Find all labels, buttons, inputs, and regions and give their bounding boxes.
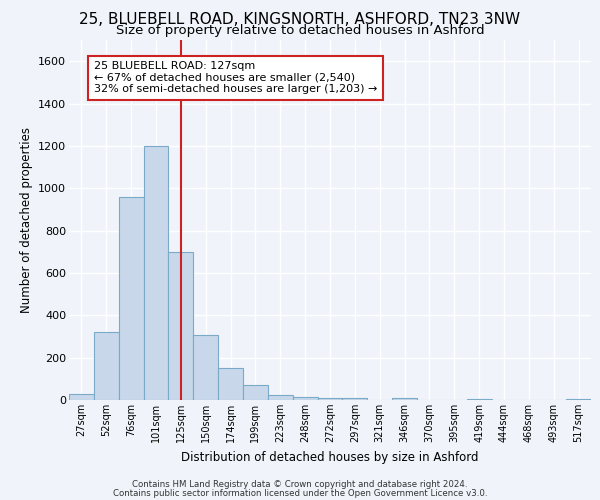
Bar [392,398,417,400]
Bar [94,332,119,400]
Bar [343,398,367,400]
Bar [69,394,94,400]
Bar [317,398,343,400]
Bar [143,146,169,400]
Text: Contains HM Land Registry data © Crown copyright and database right 2024.: Contains HM Land Registry data © Crown c… [132,480,468,489]
Bar [193,336,218,400]
Text: 25 BLUEBELL ROAD: 127sqm
← 67% of detached houses are smaller (2,540)
32% of sem: 25 BLUEBELL ROAD: 127sqm ← 67% of detach… [94,61,377,94]
Bar [293,397,317,400]
Text: 25, BLUEBELL ROAD, KINGSNORTH, ASHFORD, TN23 3NW: 25, BLUEBELL ROAD, KINGSNORTH, ASHFORD, … [79,12,521,28]
Bar [218,368,243,400]
Bar [566,399,591,400]
Bar [243,385,268,400]
X-axis label: Distribution of detached houses by size in Ashford: Distribution of detached houses by size … [181,450,479,464]
Y-axis label: Number of detached properties: Number of detached properties [20,127,32,313]
Bar [268,394,293,400]
Bar [169,252,193,400]
Bar [119,196,143,400]
Text: Size of property relative to detached houses in Ashford: Size of property relative to detached ho… [116,24,484,37]
Bar [467,399,491,400]
Text: Contains public sector information licensed under the Open Government Licence v3: Contains public sector information licen… [113,488,487,498]
